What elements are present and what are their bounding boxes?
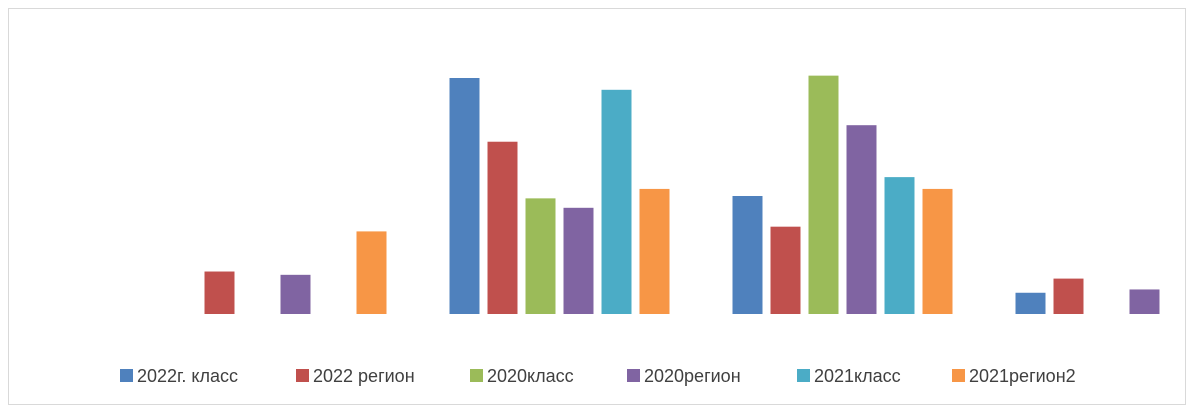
legend-label-2: 2022 регион (313, 366, 415, 386)
legend-item-5: 2021класс (797, 366, 901, 386)
legend-label-3: 2020класс (487, 366, 574, 386)
bar-series-4-category-3 (846, 125, 877, 314)
legend-swatch-5 (797, 369, 810, 382)
bar-series-2-category-4 (1053, 278, 1084, 314)
bar-series-5-category-2 (601, 89, 632, 314)
bar-series-3-category-2 (525, 198, 556, 314)
legend-swatch-3 (470, 369, 483, 382)
legend-label-6: 2021регион2 (969, 366, 1076, 386)
legend-item-2: 2022 регион (296, 366, 415, 386)
legend-label-1: 2022г. класс (137, 366, 238, 386)
chart-frame (8, 8, 1186, 405)
bar-series-1-category-3 (732, 196, 763, 314)
bar-series-4-category-1 (280, 274, 311, 314)
bar-series-6-category-1 (356, 231, 387, 314)
bar-series-3-category-3 (808, 75, 839, 314)
bar-series-4-category-4 (1129, 289, 1160, 314)
legend-swatch-1 (120, 369, 133, 382)
bar-series-2-category-3 (770, 226, 801, 314)
bar-series-2-category-2 (487, 141, 518, 314)
legend-item-1: 2022г. класс (120, 366, 238, 386)
legend-item-6: 2021регион2 (952, 366, 1076, 386)
bar-series-5-category-3 (884, 177, 915, 314)
bars-group (204, 75, 1160, 314)
bar-series-6-category-3 (922, 188, 953, 314)
bar-series-1-category-4 (1015, 292, 1046, 314)
legend-swatch-4 (627, 369, 640, 382)
legend-label-4: 2020регион (644, 366, 741, 386)
bar-series-6-category-2 (639, 188, 670, 314)
legend-swatch-2 (296, 369, 309, 382)
bar-series-1-category-2 (449, 78, 480, 314)
legend-item-3: 2020класс (470, 366, 574, 386)
legend-swatch-6 (952, 369, 965, 382)
legend: 2022г. класс 2022 регион 2020класс 2020реги… (120, 366, 1076, 386)
legend-item-4: 2020регион (627, 366, 741, 386)
legend-label-5: 2021класс (814, 366, 901, 386)
bar-series-2-category-1 (204, 271, 235, 314)
bar-series-4-category-2 (563, 207, 594, 314)
